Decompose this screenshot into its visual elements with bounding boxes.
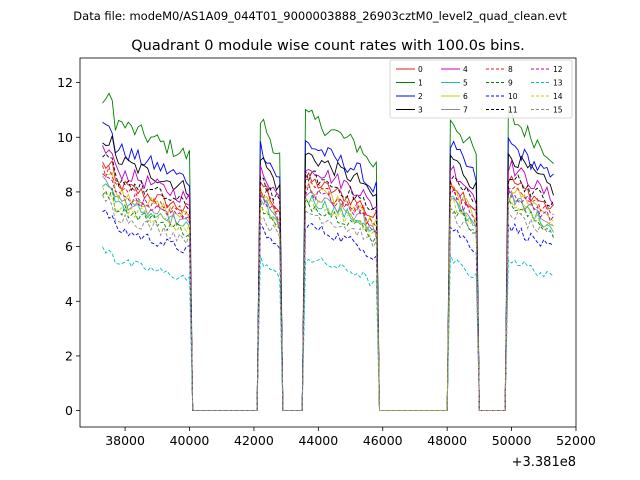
x-tick-label: 48000 xyxy=(427,433,467,448)
legend-label-2: 2 xyxy=(418,92,423,101)
legend-label-3: 3 xyxy=(418,106,423,115)
y-tick-label: 12 xyxy=(57,75,73,90)
x-offset-label: +3.381e8 xyxy=(512,455,576,470)
x-axis: 38000 40000 42000 44000 46000 48000 50000 52000 xyxy=(105,427,596,448)
legend-label-13: 13 xyxy=(553,79,563,88)
legend-label-11: 11 xyxy=(508,106,518,115)
legend-label-6: 6 xyxy=(463,92,468,101)
legend-label-7: 7 xyxy=(463,106,468,115)
plot-frame xyxy=(79,57,577,428)
legend-box xyxy=(389,59,573,119)
x-tick-label: 40000 xyxy=(170,433,210,448)
suptitle: Data file: modeM0/AS1A09_044T01_90000038… xyxy=(73,9,567,23)
y-tick-label: 6 xyxy=(65,239,73,254)
y-axis: 0 2 4 6 8 10 12 xyxy=(57,75,80,418)
x-tick-label: 52000 xyxy=(556,433,596,448)
legend-label-5: 5 xyxy=(463,79,468,88)
series-layer xyxy=(102,92,554,412)
plot-area xyxy=(80,58,576,427)
y-tick-label: 2 xyxy=(65,348,73,363)
x-tick-label: 44000 xyxy=(298,433,338,448)
series-line-15 xyxy=(102,194,554,412)
legend-label-8: 8 xyxy=(508,65,513,74)
legend-label-10: 10 xyxy=(508,92,518,101)
legend-label-9: 9 xyxy=(508,79,513,88)
x-tick-label: 38000 xyxy=(105,433,145,448)
x-tick-label: 42000 xyxy=(234,433,274,448)
legend-label-12: 12 xyxy=(553,65,563,74)
chart-title: Quadrant 0 module wise count rates with … xyxy=(131,38,525,54)
legend-label-4: 4 xyxy=(463,65,468,74)
legend-label-15: 15 xyxy=(553,106,563,115)
y-tick-label: 8 xyxy=(65,184,73,199)
y-tick-label: 4 xyxy=(65,294,73,309)
legend-label-14: 14 xyxy=(553,92,563,101)
x-tick-label: 50000 xyxy=(492,433,532,448)
legend-label-0: 0 xyxy=(418,65,423,74)
x-tick-label: 46000 xyxy=(363,433,403,448)
y-tick-label: 10 xyxy=(57,130,73,145)
y-tick-label: 0 xyxy=(65,403,73,418)
legend-label-1: 1 xyxy=(418,79,423,88)
